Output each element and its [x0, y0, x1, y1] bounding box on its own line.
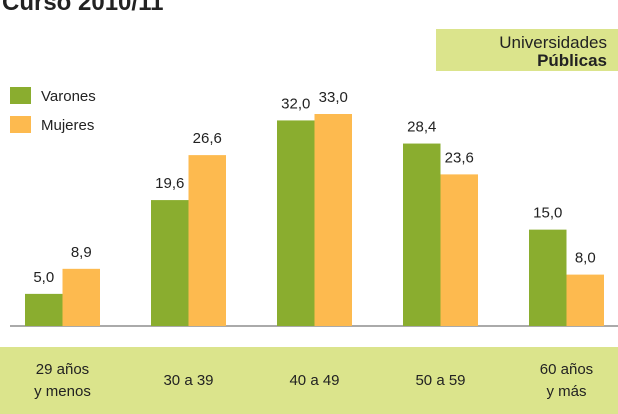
x-tick-label: 40 a 49	[289, 371, 340, 389]
value-label: 8,0	[575, 250, 596, 267]
bar	[25, 293, 63, 326]
value-label: 15,0	[533, 205, 562, 222]
bar	[566, 274, 604, 326]
annotation: Públicas	[537, 51, 607, 70]
value-label: 28,4	[407, 119, 436, 136]
value-label: 8,9	[71, 244, 92, 261]
value-label: 23,6	[445, 149, 474, 166]
value-label: 19,6	[155, 175, 184, 192]
bar	[403, 143, 441, 326]
x-tick-label: 29 años y menos	[34, 360, 91, 400]
bar	[151, 200, 189, 326]
bar	[529, 229, 567, 326]
chart-title: Curso 2010/11	[2, 0, 163, 16]
bar	[62, 268, 100, 326]
category-band	[0, 347, 618, 414]
bar	[440, 174, 478, 326]
value-label: 32,0	[281, 95, 310, 112]
legend-label: Mujeres	[41, 117, 94, 134]
legend-swatch	[10, 116, 31, 133]
x-tick-label: 60 años y más	[539, 360, 594, 400]
value-label: 5,0	[33, 269, 54, 286]
legend-swatch	[10, 87, 31, 104]
bar	[188, 155, 226, 326]
bar	[277, 120, 315, 326]
legend-label: Varones	[41, 88, 96, 105]
x-tick-label: 50 a 59	[415, 371, 466, 389]
annotation: Universidades	[499, 33, 607, 52]
annotation-box	[436, 29, 618, 71]
value-label: 33,0	[319, 89, 348, 106]
x-tick-label: 30 a 39	[163, 371, 214, 389]
bar	[314, 114, 352, 326]
value-label: 26,6	[193, 130, 222, 147]
